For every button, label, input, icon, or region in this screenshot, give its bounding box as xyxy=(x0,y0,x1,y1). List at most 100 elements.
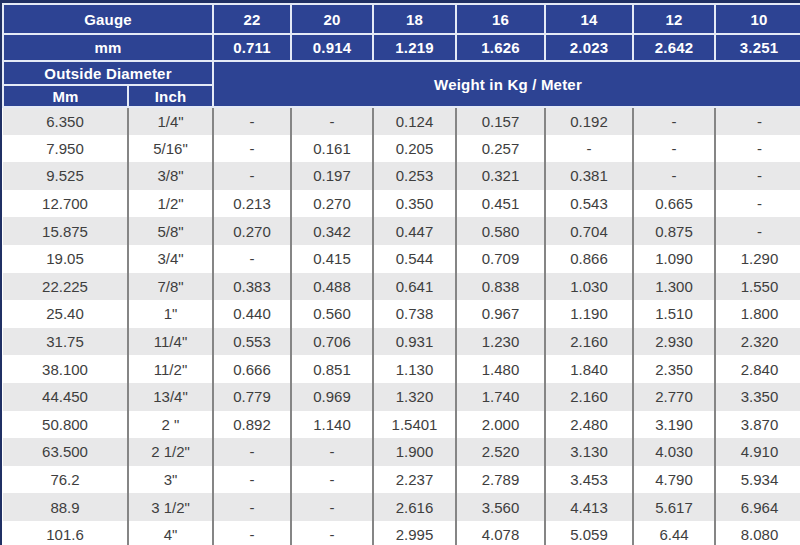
weight-cell: - xyxy=(291,107,373,135)
weight-cell: 0.892 xyxy=(213,411,291,439)
od-inch-cell: 3/4" xyxy=(128,245,213,273)
weight-cell: - xyxy=(291,521,373,545)
table-row: 19.053/4"-0.4150.5440.7090.8661.0901.290 xyxy=(3,245,800,273)
od-mm-cell: 15.875 xyxy=(3,217,128,245)
weight-cell: 1.5401 xyxy=(373,411,456,439)
weight-cell: 0.706 xyxy=(291,328,373,356)
weight-cell: 2.350 xyxy=(633,355,715,383)
od-mm-cell: 31.75 xyxy=(3,328,128,356)
weight-cell: 1.140 xyxy=(291,411,373,439)
od-inch-cell: 1/4" xyxy=(128,107,213,135)
gauge-col-12: 12 xyxy=(633,4,715,34)
od-mm-cell: 6.350 xyxy=(3,107,128,135)
weight-cell: - xyxy=(715,217,800,245)
outside-diameter-header-row: Outside Diameter Weight in Kg / Meter xyxy=(3,61,800,85)
gauge-col-10: 10 xyxy=(715,4,800,34)
weight-cell: 0.447 xyxy=(373,217,456,245)
weight-cell: 0.321 xyxy=(456,162,545,190)
weight-cell: 5.934 xyxy=(715,466,800,494)
weight-cell: 0.451 xyxy=(456,190,545,218)
weight-cell: 1.510 xyxy=(633,300,715,328)
table-row: 31.7511/4"0.5530.7060.9311.2302.1602.930… xyxy=(3,328,800,356)
od-mm-cell: 38.100 xyxy=(3,355,128,383)
weight-cell: 3.870 xyxy=(715,411,800,439)
weight-cell: 2.930 xyxy=(633,328,715,356)
weight-cell: 0.270 xyxy=(291,190,373,218)
od-mm-cell: 88.9 xyxy=(3,493,128,521)
outside-diameter-label: Outside Diameter xyxy=(3,61,213,85)
weight-cell: - xyxy=(291,438,373,466)
weight-cell: 4.790 xyxy=(633,466,715,494)
weight-cell: 1.130 xyxy=(373,355,456,383)
od-mm-cell: 76.2 xyxy=(3,466,128,494)
weight-cell: 0.580 xyxy=(456,217,545,245)
od-inch-cell: 5/8" xyxy=(128,217,213,245)
weight-cell: 0.931 xyxy=(373,328,456,356)
weight-cell: 0.866 xyxy=(545,245,633,273)
table-row: 38.10011/2"0.6660.8511.1301.4801.8402.35… xyxy=(3,355,800,383)
weight-cell: - xyxy=(213,135,291,163)
weight-cell: - xyxy=(213,245,291,273)
weight-cell: - xyxy=(213,162,291,190)
weight-cell: 1.840 xyxy=(545,355,633,383)
table-row: 7.9505/16"-0.1610.2050.257--- xyxy=(3,135,800,163)
weight-cell: - xyxy=(291,466,373,494)
weight-cell: 0.851 xyxy=(291,355,373,383)
weight-cell: 0.415 xyxy=(291,245,373,273)
weight-cell: - xyxy=(213,521,291,545)
weight-cell: 1.090 xyxy=(633,245,715,273)
weight-cell: 0.544 xyxy=(373,245,456,273)
weight-cell: 1.480 xyxy=(456,355,545,383)
gauge-header-row: Gauge 22 20 18 16 14 12 10 xyxy=(3,4,800,34)
weight-cell: 3.350 xyxy=(715,383,800,411)
weight-table-body: 6.3501/4"--0.1240.1570.192--7.9505/16"-0… xyxy=(3,107,800,545)
weight-cell: 0.213 xyxy=(213,190,291,218)
weight-cell: 0.381 xyxy=(545,162,633,190)
od-mm-cell: 19.05 xyxy=(3,245,128,273)
weight-cell: 2.237 xyxy=(373,466,456,494)
od-inch-cell: 11/4" xyxy=(128,328,213,356)
weight-cell: - xyxy=(633,162,715,190)
od-mm-cell: 12.700 xyxy=(3,190,128,218)
od-mm-cell: 7.950 xyxy=(3,135,128,163)
weight-cell: 2.616 xyxy=(373,493,456,521)
od-inch-cell: 5/16" xyxy=(128,135,213,163)
weight-cell: - xyxy=(213,438,291,466)
weight-cell: - xyxy=(545,135,633,163)
table-row: 88.93 1/2"--2.6163.5604.4135.6176.964 xyxy=(3,493,800,521)
weight-cell: 4.030 xyxy=(633,438,715,466)
weight-cell: 3.130 xyxy=(545,438,633,466)
weight-cell: 0.383 xyxy=(213,273,291,301)
gauge-col-16: 16 xyxy=(456,4,545,34)
weight-cell: 3.453 xyxy=(545,466,633,494)
table-row: 25.401"0.4400.5600.7380.9671.1901.5101.8… xyxy=(3,300,800,328)
weight-cell: - xyxy=(213,466,291,494)
thickness-mm-14: 2.023 xyxy=(545,34,633,61)
weight-cell: 1.550 xyxy=(715,273,800,301)
weight-cell: 2.520 xyxy=(456,438,545,466)
weight-cell: - xyxy=(715,190,800,218)
weight-cell: 0.205 xyxy=(373,135,456,163)
gauge-label: Gauge xyxy=(3,4,213,34)
weight-cell: 2.480 xyxy=(545,411,633,439)
gauge-weight-table-container: Gauge 22 20 18 16 14 12 10 mm 0.711 0.91… xyxy=(0,0,800,545)
weight-cell: 1.320 xyxy=(373,383,456,411)
table-row: 15.8755/8"0.2700.3420.4470.5800.7040.875… xyxy=(3,217,800,245)
weight-cell: 0.253 xyxy=(373,162,456,190)
weight-cell: 0.257 xyxy=(456,135,545,163)
weight-cell: 4.413 xyxy=(545,493,633,521)
table-row: 63.5002 1/2"--1.9002.5203.1304.0304.910 xyxy=(3,438,800,466)
weight-cell: 2.995 xyxy=(373,521,456,545)
weight-cell: 0.192 xyxy=(545,107,633,135)
weight-cell: 0.709 xyxy=(456,245,545,273)
table-row: 44.45013/4"0.7790.9691.3201.7402.1602.77… xyxy=(3,383,800,411)
od-mm-cell: 63.500 xyxy=(3,438,128,466)
weight-cell: 0.779 xyxy=(213,383,291,411)
mm-label: mm xyxy=(3,34,213,61)
gauge-weight-table: Gauge 22 20 18 16 14 12 10 mm 0.711 0.91… xyxy=(2,3,800,545)
weight-cell: - xyxy=(715,162,800,190)
od-mm-cell: 9.525 xyxy=(3,162,128,190)
gauge-col-20: 20 xyxy=(291,4,373,34)
weight-cell: 0.553 xyxy=(213,328,291,356)
thickness-mm-22: 0.711 xyxy=(213,34,291,61)
